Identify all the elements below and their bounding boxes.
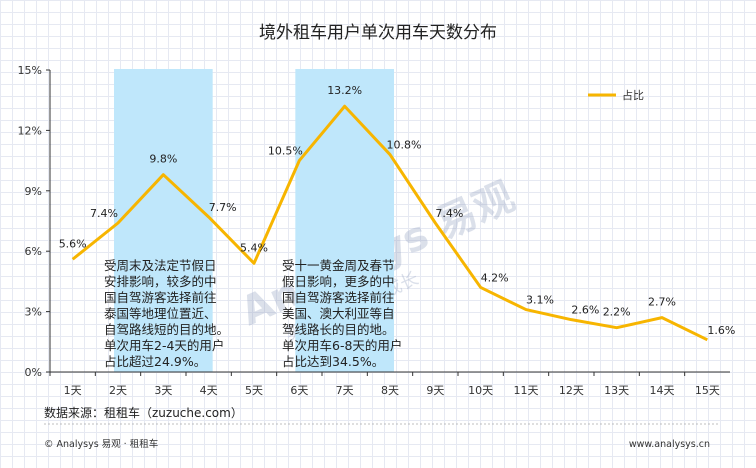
annotation-line: 受十一黄金周及春节 [282,258,395,273]
x-tick-label: 5天 [245,384,263,397]
series-line-占比 [71,104,708,342]
x-tick-label: 3天 [154,384,172,397]
x-tick-label: 12天 [559,384,584,397]
data-labels: 5.6% 7.4% 9.8% 7.7% 5.4% 10.5% 13.2% 10.8% 7.4% 4… [59,84,736,337]
annotation-line: 自驾路线短的目的地。 [104,322,229,337]
y-axis-ticks: 0% 3% 6% 9% 12% 15% [18,64,50,379]
annotation-line: 泰国等地理位置近、 [104,306,217,321]
y-tick-label: 15% [18,64,42,77]
data-label: 10.8% [387,139,422,152]
annotation-line: 占比超过24.9%。 [104,354,206,369]
data-label: 13.2% [327,84,362,97]
highlight-band-2 [295,69,394,372]
data-label: 7.4% [90,207,118,220]
data-label: 10.5% [268,145,303,158]
annotation-line: 单次用车6-8天的用户 [282,338,402,353]
annotation-line: 假日影响，更多的中 [282,274,395,289]
y-tick-label: 9% [25,185,42,198]
annotation-line: 美国、澳大利亚等自 [282,306,395,321]
annotation-2: 受十一黄金周及春节假日影响，更多的中国自驾游客选择前往美国、澳大利亚等自驾线路长… [282,258,402,369]
annotation-line: 国自驾游客选择前往 [104,290,217,305]
annotation-line: 占比达到34.5%。 [282,354,384,369]
x-axis-ticks: 1天 2天 3天 4天 5天 6天 7天 8天 9天 10天 11天 12天 13天 14天 15天 [49,372,720,397]
data-label: 5.6% [59,237,87,250]
data-label: 3.1% [526,294,554,307]
data-label: 2.2% [603,306,631,319]
source-note: 数据来源：租租车（zuzuche.com） [44,405,243,420]
data-label: 2.6% [571,304,599,317]
annotation-line: 驾线路长的目的地。 [282,322,395,337]
series-lines [71,104,708,342]
x-tick-label: 14天 [650,384,675,397]
legend: 占比 [588,88,644,102]
highlight-bands [114,69,394,372]
data-label: 9.8% [149,153,177,166]
highlight-band-1 [114,69,213,372]
footer-left: © Analysys 易观 · 租租车 [44,438,158,450]
annotation-line: 国自驾游客选择前往 [282,290,395,305]
footer-right: www.analysys.cn [629,439,710,450]
annotation-line: 安排影响，较多的中 [104,274,217,289]
y-tick-label: 12% [18,124,42,137]
data-label: 5.4% [240,241,268,254]
y-tick-label: 0% [25,366,42,379]
x-tick-label: 15天 [695,384,720,397]
data-label: 2.7% [648,296,676,309]
annotation-line: 受周末及法定节假日 [104,258,217,273]
x-tick-label: 8天 [381,384,399,397]
annotation-line: 单次用车2-4天的用户 [104,338,224,353]
chart-title: 境外租车用户单次用车天数分布 [259,23,497,43]
x-tick-label: 4天 [200,384,218,397]
data-label: 7.4% [435,207,463,220]
x-tick-label: 13天 [604,384,629,397]
x-tick-label: 6天 [290,384,308,397]
x-tick-label: 1天 [64,384,82,397]
legend-label: 占比 [622,88,644,102]
annotation-1: 受周末及法定节假日安排影响，较多的中国自驾游客选择前往泰国等地理位置近、自驾路线… [104,258,229,369]
x-tick-label: 7天 [336,384,354,397]
y-tick-label: 3% [25,306,42,319]
x-tick-label: 2天 [109,384,127,397]
x-tick-label: 11天 [514,384,539,397]
x-tick-label: 9天 [426,384,444,397]
x-tick-label: 10天 [468,384,493,397]
axes [49,70,730,373]
y-tick-label: 6% [25,245,42,258]
data-label: 7.7% [209,201,237,214]
data-label: 1.6% [707,324,735,337]
annotations: 受周末及法定节假日安排影响，较多的中国自驾游客选择前往泰国等地理位置近、自驾路线… [104,258,402,369]
data-label: 4.2% [481,271,509,284]
